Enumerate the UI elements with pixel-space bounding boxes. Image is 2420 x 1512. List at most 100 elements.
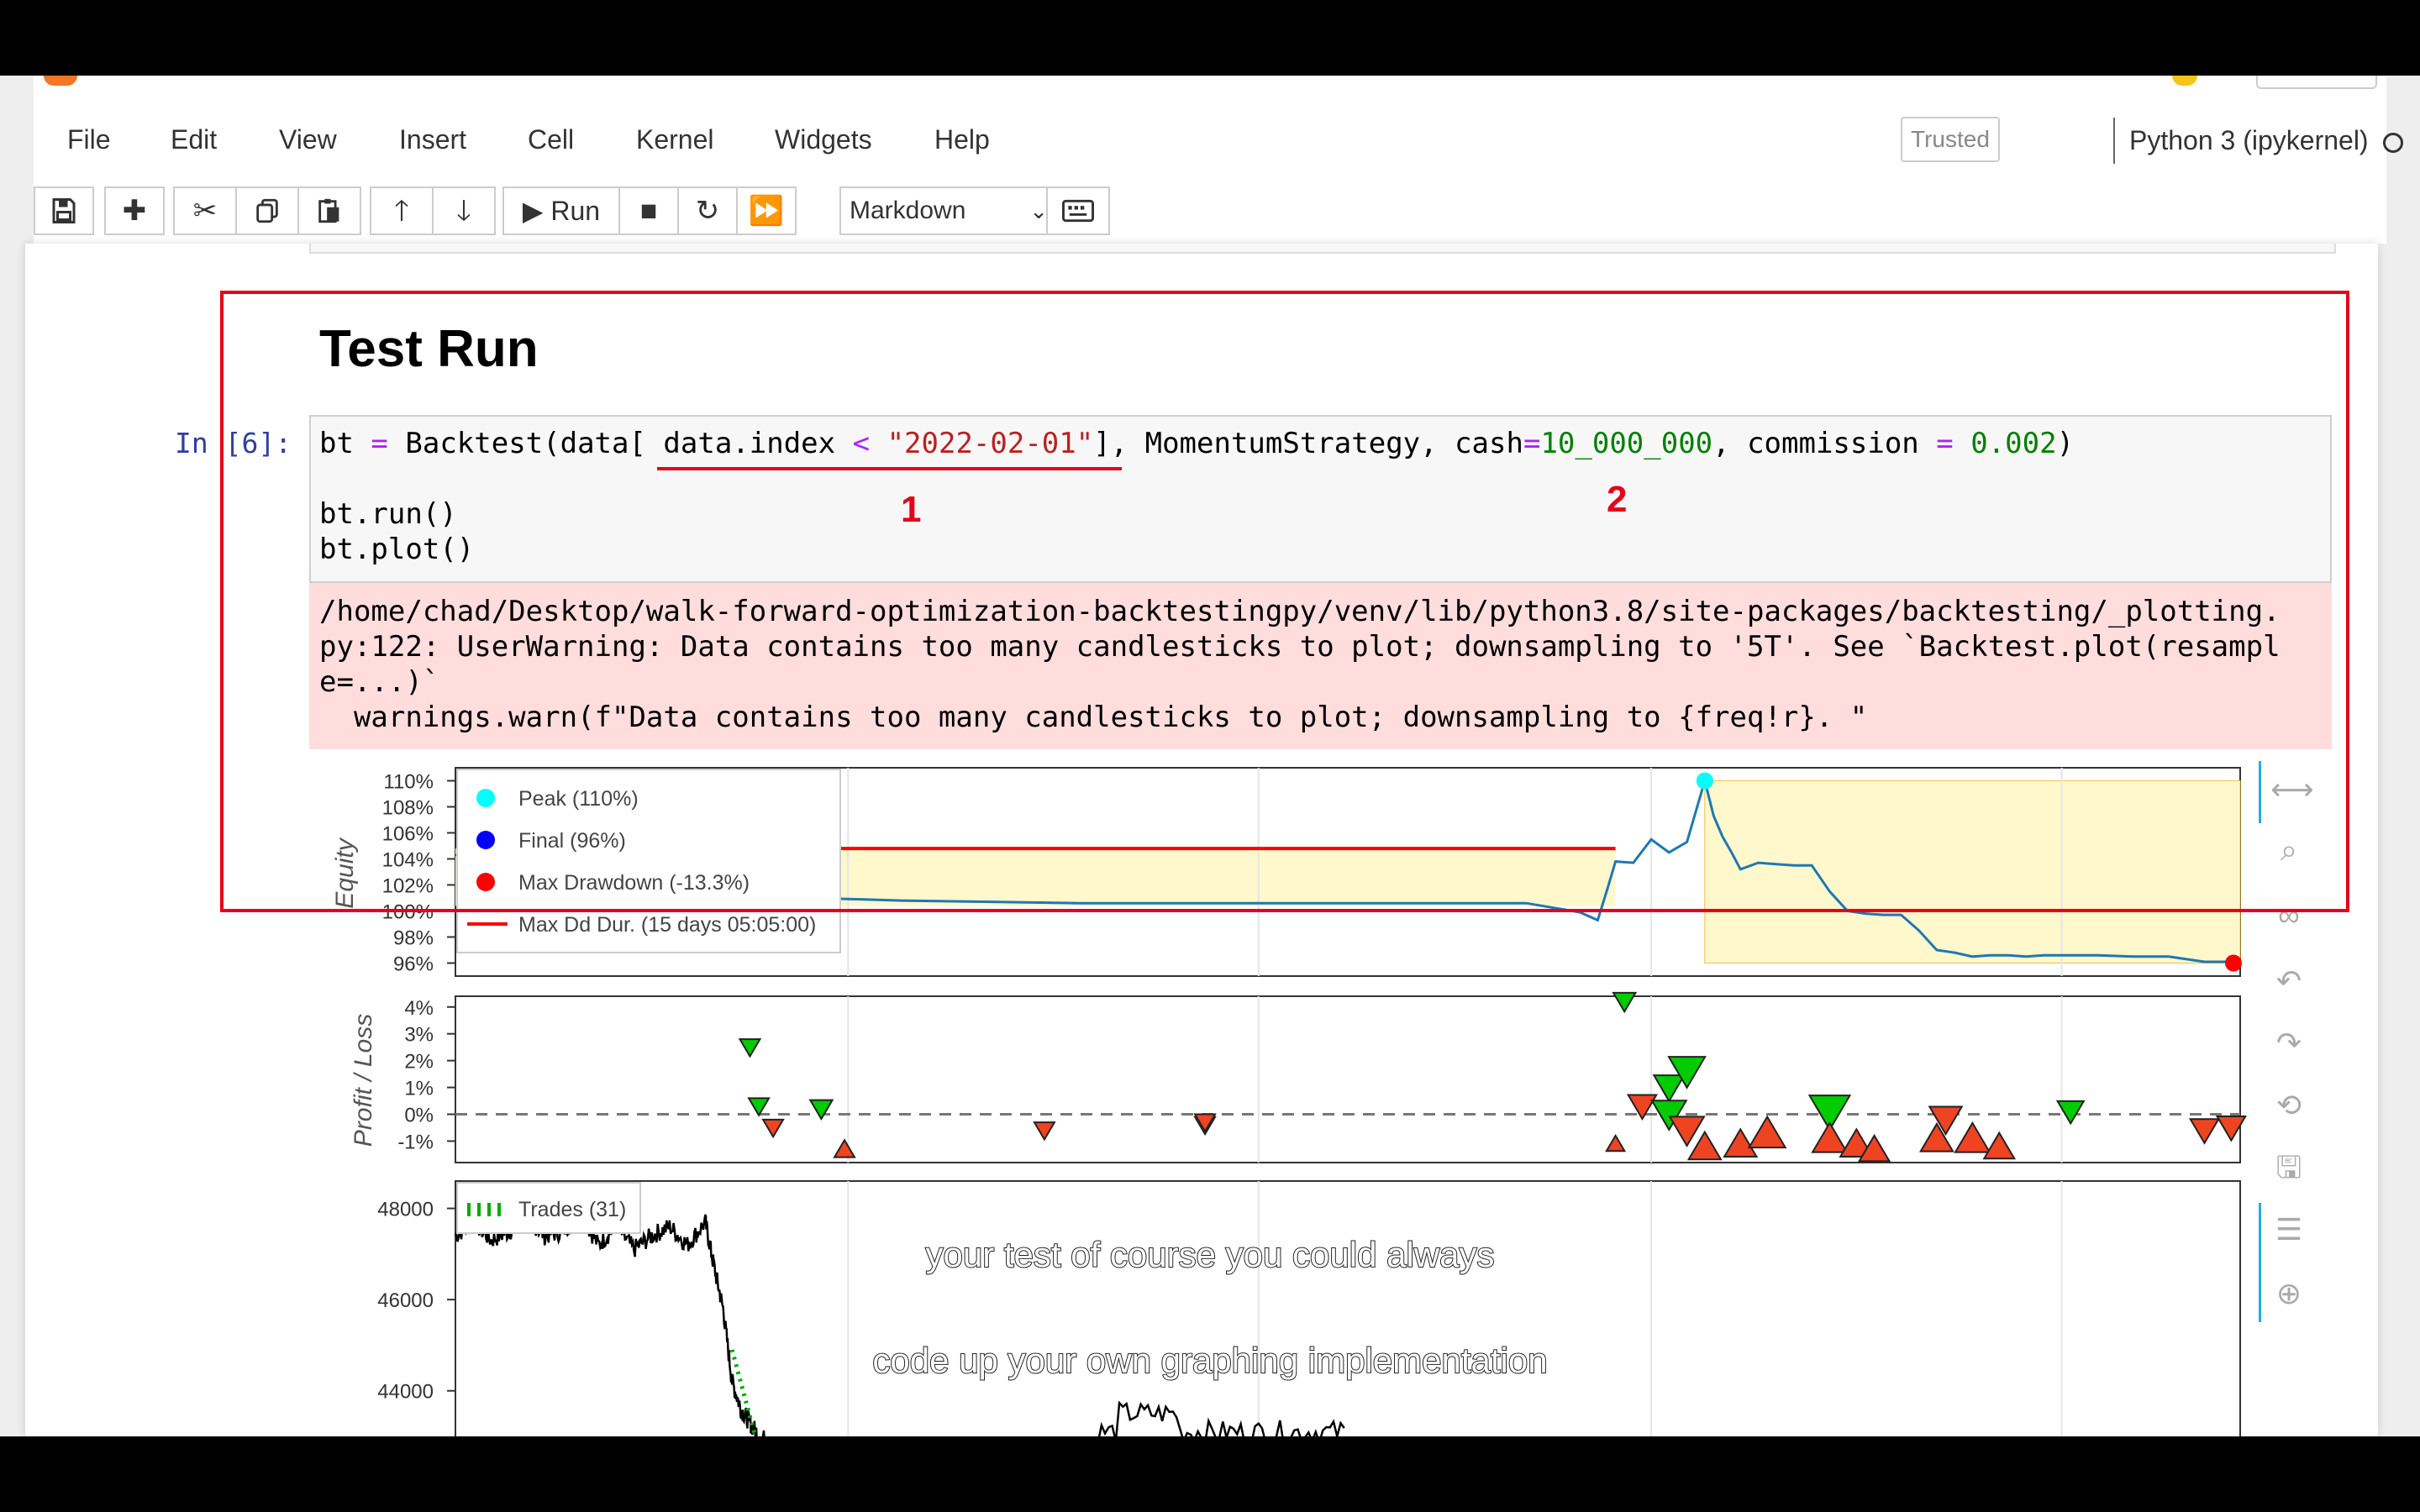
code-line-1[interactable]: bt = Backtest(data[ data.index < "2022-0…	[319, 427, 2075, 460]
code-line-2[interactable]: bt.run()	[319, 497, 457, 531]
y-tick-label: 100%	[382, 901, 434, 924]
command-palette-button[interactable]	[1046, 186, 1110, 235]
menu-view[interactable]: View	[279, 124, 337, 155]
menu-kernel[interactable]: Kernel	[636, 124, 714, 155]
annotation-number-1: 1	[901, 489, 922, 530]
reset-icon[interactable]: ⟲	[2275, 1088, 2302, 1122]
loss-trade-marker	[1857, 1133, 1891, 1163]
crosshair-icon[interactable]: ⊕	[2275, 1276, 2302, 1310]
hover-tooltip-icon[interactable]: ☰	[2275, 1212, 2303, 1247]
move-down-button[interactable]: 🡓	[432, 186, 496, 235]
save-icon	[52, 198, 76, 223]
stderr-line: py:122: UserWarning: Data contains too m…	[319, 630, 2281, 664]
insert-cell-button[interactable]: ✚	[104, 186, 165, 235]
y-tick-label: 44000	[377, 1381, 434, 1404]
menu-widgets[interactable]: Widgets	[775, 124, 872, 155]
loss-trade-marker	[1982, 1131, 2017, 1160]
cell-type-value: Markdown	[850, 197, 966, 224]
undo-icon[interactable]: ↶	[2275, 963, 2302, 998]
save-plot-icon[interactable]: 🖫	[2275, 1150, 2302, 1184]
box-zoom-icon[interactable]: ⌕	[2280, 832, 2298, 867]
loss-trade-marker	[1626, 1094, 1659, 1121]
drawdown-fill	[1704, 780, 2241, 963]
trusted-badge[interactable]: Trusted	[1901, 117, 2000, 162]
restart-button[interactable]: ↻	[677, 186, 738, 235]
legend-entry: Peak (110%)	[518, 787, 639, 811]
cut-icon: ✂	[192, 195, 218, 227]
y-tick-label: 96%	[393, 953, 434, 976]
legend-entry: Max Drawdown (-13.3%)	[518, 871, 750, 895]
price-panel-frame	[455, 1180, 2241, 1436]
kernel-name[interactable]: Python 3 (ipykernel)	[2129, 125, 2369, 155]
y-tick-label: 106%	[382, 823, 434, 846]
loss-trade-marker	[2188, 1118, 2221, 1145]
active-tool-indicator	[2259, 761, 2261, 823]
code-editor[interactable]	[309, 415, 2332, 583]
copy-icon	[256, 198, 278, 223]
menu-file[interactable]: File	[67, 124, 111, 155]
loss-trade-marker	[1918, 1122, 1954, 1152]
menu-cell[interactable]: Cell	[528, 124, 575, 155]
profit-trade-marker	[1667, 1056, 1707, 1089]
loss-trade-marker	[761, 1118, 785, 1139]
toolbar: ✚ ✂ 🡑 🡓 ▶ Run ■ ↻ ⏩ Markdown ⌄	[34, 176, 2386, 244]
backtest-plot-area: 96% 98% 100% 102% 104% 106% 108% 110% Equity Peak…	[331, 767, 2247, 1436]
loss-trade-marker	[1723, 1127, 1759, 1158]
run-all-button[interactable]: ⏩	[736, 186, 797, 235]
pan-icon[interactable]: ⟷	[2270, 772, 2314, 806]
keyboard-icon	[1062, 199, 1094, 223]
run-button[interactable]: ▶ Run	[502, 186, 620, 235]
cell-type-select[interactable]: Markdown ⌄	[839, 186, 1060, 235]
y-tick-label: 98%	[393, 927, 434, 950]
run-label: Run	[550, 196, 601, 226]
move-up-button[interactable]: 🡑	[370, 186, 434, 235]
top-black-bar	[0, 0, 2420, 76]
equity-axis-label: Equity	[331, 837, 359, 908]
legend-entry: Max Dd Dur. (15 days 05:05:00)	[518, 913, 816, 937]
paste-button[interactable]	[297, 186, 361, 235]
stderr-line: /home/chad/Desktop/walk-forward-optimiza…	[319, 595, 2281, 628]
logout-button[interactable]	[2256, 76, 2377, 89]
arrow-down-icon: 🡓	[456, 195, 471, 227]
wheel-zoom-icon[interactable]: ∞	[2278, 898, 2300, 932]
fast-forward-icon: ⏩	[748, 195, 785, 227]
y-tick-label: 48000	[377, 1199, 434, 1221]
legend-entry: Trades (31)	[518, 1198, 626, 1221]
y-tick-label: 4%	[404, 997, 434, 1020]
stderr-line: e=...)`	[319, 665, 440, 699]
equity-legend	[456, 769, 841, 953]
y-tick-label: 46000	[377, 1289, 434, 1312]
stop-icon: ■	[639, 195, 658, 227]
menu-insert[interactable]: Insert	[399, 124, 467, 155]
loss-trade-marker	[1839, 1127, 1875, 1158]
plot-toolbar: ⟷ ⌕ ∞ ↶ ↷ ⟲ 🖫 ☰ ⊕	[2252, 758, 2328, 1329]
loss-trade-marker	[1747, 1115, 1787, 1149]
loss-trade-marker	[1033, 1121, 1056, 1142]
markdown-heading[interactable]: Test Run	[319, 320, 539, 378]
stderr-line: warnings.warn(f"Data contains too many c…	[319, 701, 1868, 734]
copy-button[interactable]	[235, 186, 299, 235]
y-tick-label: 110%	[383, 771, 434, 794]
y-tick-label: 102%	[382, 875, 434, 898]
cut-button[interactable]: ✂	[173, 186, 237, 235]
menubar: File Edit View Insert Cell Kernel Widget…	[34, 109, 2403, 177]
legend-marker	[476, 789, 495, 807]
legend-entry: Final (96%)	[518, 829, 626, 853]
interrupt-button[interactable]: ■	[618, 186, 679, 235]
arrow-up-icon: 🡑	[394, 195, 409, 227]
redo-icon[interactable]: ↷	[2275, 1026, 2302, 1060]
y-tick-label: 0%	[404, 1105, 434, 1127]
profit-trade-marker	[747, 1097, 771, 1117]
menu-help[interactable]: Help	[934, 124, 990, 155]
save-button[interactable]	[34, 186, 94, 235]
user-avatar-icon	[2172, 76, 2197, 86]
loss-trade-marker	[1686, 1130, 1723, 1161]
legend-marker	[476, 831, 495, 849]
y-tick-label: 1%	[404, 1078, 434, 1100]
jupyter-logo-icon[interactable]	[44, 76, 77, 86]
code-line-3[interactable]: bt.plot()	[319, 533, 475, 566]
menu-edit[interactable]: Edit	[171, 124, 218, 155]
previous-cell-bottom[interactable]	[309, 244, 2336, 254]
plus-icon: ✚	[122, 195, 147, 227]
profit-trade-marker	[1652, 1074, 1686, 1103]
